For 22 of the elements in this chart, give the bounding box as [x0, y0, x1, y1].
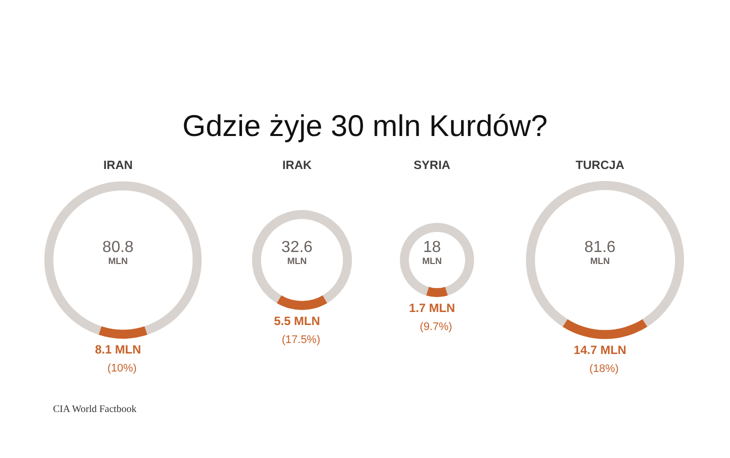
chart-subtitle: IRAK — [281, 158, 313, 172]
donut-slice — [562, 319, 648, 339]
text: Gdzie żyje 30 mln Kurdów? — [181, 110, 549, 144]
donut-slice — [252, 210, 352, 304]
text: CIA World Factbook — [53, 404, 136, 415]
text: 80.8 MLN — [101, 239, 135, 266]
text: 81.6 MLN — [583, 239, 617, 266]
text: 18 MLN — [421, 239, 443, 266]
chart-subtitle: SYRIA — [412, 158, 452, 172]
donut-slice — [98, 326, 148, 338]
data-label: 5.5 MLN (17.5%) — [274, 314, 320, 346]
data-label: 14.7 MLN (18%) — [574, 343, 626, 376]
donut-slice — [400, 222, 474, 296]
text: 32.6 MLN — [280, 239, 314, 266]
donut-slice — [526, 180, 684, 327]
chart-subtitle: TURCJA — [574, 158, 626, 172]
donut-slice — [426, 286, 448, 298]
donut-slice — [44, 181, 202, 335]
data-label: 1.7 MLN (9.7%) — [408, 301, 456, 334]
chart-subtitle: IRAN — [102, 158, 134, 172]
data-label: 8.1 MLN (10%) — [94, 342, 142, 375]
donut-slice — [276, 295, 328, 310]
